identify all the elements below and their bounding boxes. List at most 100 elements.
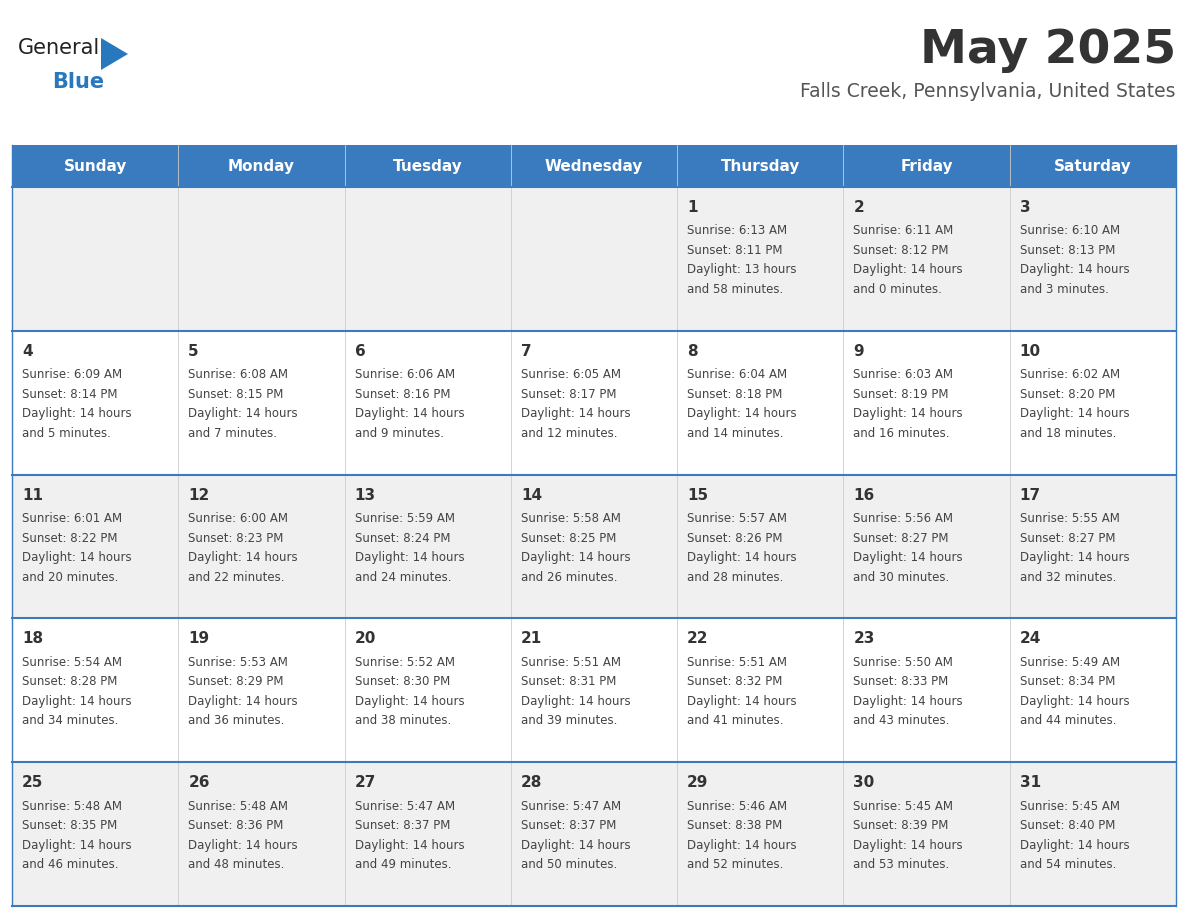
Text: 18: 18 — [23, 632, 43, 646]
Text: and 14 minutes.: and 14 minutes. — [687, 427, 784, 440]
Text: and 34 minutes.: and 34 minutes. — [23, 714, 119, 727]
Text: Sunset: 8:27 PM: Sunset: 8:27 PM — [1019, 532, 1116, 544]
Text: and 12 minutes.: and 12 minutes. — [520, 427, 618, 440]
Text: and 26 minutes.: and 26 minutes. — [520, 571, 618, 584]
Text: Sunrise: 6:01 AM: Sunrise: 6:01 AM — [23, 512, 122, 525]
Text: Sunrise: 5:48 AM: Sunrise: 5:48 AM — [188, 800, 289, 812]
Text: 24: 24 — [1019, 632, 1041, 646]
Text: 12: 12 — [188, 487, 209, 502]
Bar — [12, 762, 1176, 906]
Text: Daylight: 14 hours: Daylight: 14 hours — [687, 839, 797, 852]
Text: Daylight: 14 hours: Daylight: 14 hours — [354, 839, 465, 852]
Text: 26: 26 — [188, 775, 210, 790]
Text: Falls Creek, Pennsylvania, United States: Falls Creek, Pennsylvania, United States — [801, 82, 1176, 101]
Text: Sunrise: 6:10 AM: Sunrise: 6:10 AM — [1019, 225, 1120, 238]
Text: 25: 25 — [23, 775, 44, 790]
Text: 5: 5 — [188, 344, 198, 359]
Text: Sunrise: 6:00 AM: Sunrise: 6:00 AM — [188, 512, 289, 525]
Text: Sunset: 8:11 PM: Sunset: 8:11 PM — [687, 244, 783, 257]
Text: Sunset: 8:35 PM: Sunset: 8:35 PM — [23, 819, 118, 833]
Text: and 39 minutes.: and 39 minutes. — [520, 714, 618, 727]
Text: Daylight: 14 hours: Daylight: 14 hours — [520, 839, 631, 852]
Text: Wednesday: Wednesday — [545, 159, 643, 174]
Bar — [12, 619, 1176, 762]
Text: 9: 9 — [853, 344, 864, 359]
Text: and 52 minutes.: and 52 minutes. — [687, 858, 784, 871]
Text: Daylight: 14 hours: Daylight: 14 hours — [23, 695, 132, 708]
Text: Sunrise: 5:55 AM: Sunrise: 5:55 AM — [1019, 512, 1119, 525]
Text: and 28 minutes.: and 28 minutes. — [687, 571, 784, 584]
Text: 16: 16 — [853, 487, 874, 502]
Text: Sunset: 8:22 PM: Sunset: 8:22 PM — [23, 532, 118, 544]
Text: Daylight: 14 hours: Daylight: 14 hours — [23, 839, 132, 852]
Text: Sunset: 8:13 PM: Sunset: 8:13 PM — [1019, 244, 1116, 257]
Text: and 20 minutes.: and 20 minutes. — [23, 571, 119, 584]
Text: Monday: Monday — [228, 159, 295, 174]
Text: Daylight: 14 hours: Daylight: 14 hours — [23, 408, 132, 420]
Text: 14: 14 — [520, 487, 542, 502]
Text: Sunrise: 6:13 AM: Sunrise: 6:13 AM — [687, 225, 788, 238]
Text: 30: 30 — [853, 775, 874, 790]
Text: and 7 minutes.: and 7 minutes. — [188, 427, 277, 440]
Text: Sunrise: 5:58 AM: Sunrise: 5:58 AM — [520, 512, 621, 525]
Bar — [12, 187, 1176, 330]
Text: 19: 19 — [188, 632, 209, 646]
Text: 29: 29 — [687, 775, 708, 790]
Text: Sunset: 8:17 PM: Sunset: 8:17 PM — [520, 387, 617, 401]
Text: and 30 minutes.: and 30 minutes. — [853, 571, 949, 584]
Text: Sunrise: 6:05 AM: Sunrise: 6:05 AM — [520, 368, 621, 381]
Text: Daylight: 13 hours: Daylight: 13 hours — [687, 263, 797, 276]
Text: Daylight: 14 hours: Daylight: 14 hours — [188, 408, 298, 420]
Text: Sunrise: 6:08 AM: Sunrise: 6:08 AM — [188, 368, 289, 381]
Text: and 18 minutes.: and 18 minutes. — [1019, 427, 1116, 440]
Text: 8: 8 — [687, 344, 697, 359]
Text: Sunset: 8:32 PM: Sunset: 8:32 PM — [687, 676, 783, 688]
Text: 22: 22 — [687, 632, 709, 646]
Text: Daylight: 14 hours: Daylight: 14 hours — [1019, 263, 1130, 276]
Text: Sunset: 8:37 PM: Sunset: 8:37 PM — [520, 819, 617, 833]
Text: 23: 23 — [853, 632, 874, 646]
Bar — [12, 145, 178, 187]
Text: 17: 17 — [1019, 487, 1041, 502]
Text: Sunrise: 6:03 AM: Sunrise: 6:03 AM — [853, 368, 954, 381]
Text: Daylight: 14 hours: Daylight: 14 hours — [687, 408, 797, 420]
Text: Daylight: 14 hours: Daylight: 14 hours — [853, 695, 963, 708]
Text: Sunrise: 5:57 AM: Sunrise: 5:57 AM — [687, 512, 788, 525]
Text: Sunrise: 5:51 AM: Sunrise: 5:51 AM — [687, 655, 788, 669]
Text: 3: 3 — [1019, 200, 1030, 215]
Bar — [677, 145, 843, 187]
Bar — [178, 145, 345, 187]
Text: Daylight: 14 hours: Daylight: 14 hours — [188, 695, 298, 708]
Text: Sunset: 8:31 PM: Sunset: 8:31 PM — [520, 676, 617, 688]
Text: Sunset: 8:27 PM: Sunset: 8:27 PM — [853, 532, 949, 544]
Text: and 53 minutes.: and 53 minutes. — [853, 858, 949, 871]
Text: 7: 7 — [520, 344, 531, 359]
Text: Sunset: 8:40 PM: Sunset: 8:40 PM — [1019, 819, 1116, 833]
Text: Friday: Friday — [901, 159, 953, 174]
Text: Sunrise: 5:46 AM: Sunrise: 5:46 AM — [687, 800, 788, 812]
Text: and 5 minutes.: and 5 minutes. — [23, 427, 110, 440]
Text: 28: 28 — [520, 775, 542, 790]
Text: and 49 minutes.: and 49 minutes. — [354, 858, 451, 871]
Text: and 24 minutes.: and 24 minutes. — [354, 571, 451, 584]
Text: Tuesday: Tuesday — [393, 159, 462, 174]
Text: Sunrise: 5:47 AM: Sunrise: 5:47 AM — [354, 800, 455, 812]
Text: Sunset: 8:34 PM: Sunset: 8:34 PM — [1019, 676, 1116, 688]
Text: and 44 minutes.: and 44 minutes. — [1019, 714, 1117, 727]
Text: Sunset: 8:33 PM: Sunset: 8:33 PM — [853, 676, 949, 688]
Text: Daylight: 14 hours: Daylight: 14 hours — [23, 551, 132, 564]
Text: 1: 1 — [687, 200, 697, 215]
Text: Sunrise: 5:54 AM: Sunrise: 5:54 AM — [23, 655, 122, 669]
Bar — [843, 145, 1010, 187]
Text: and 54 minutes.: and 54 minutes. — [1019, 858, 1116, 871]
Text: Daylight: 14 hours: Daylight: 14 hours — [1019, 408, 1130, 420]
Text: Sunset: 8:16 PM: Sunset: 8:16 PM — [354, 387, 450, 401]
Text: 2: 2 — [853, 200, 864, 215]
Text: Sunrise: 5:45 AM: Sunrise: 5:45 AM — [853, 800, 954, 812]
Polygon shape — [101, 38, 128, 70]
Text: Thursday: Thursday — [721, 159, 800, 174]
Text: Blue: Blue — [52, 72, 105, 92]
Text: and 38 minutes.: and 38 minutes. — [354, 714, 450, 727]
Text: Sunset: 8:26 PM: Sunset: 8:26 PM — [687, 532, 783, 544]
Text: 11: 11 — [23, 487, 43, 502]
